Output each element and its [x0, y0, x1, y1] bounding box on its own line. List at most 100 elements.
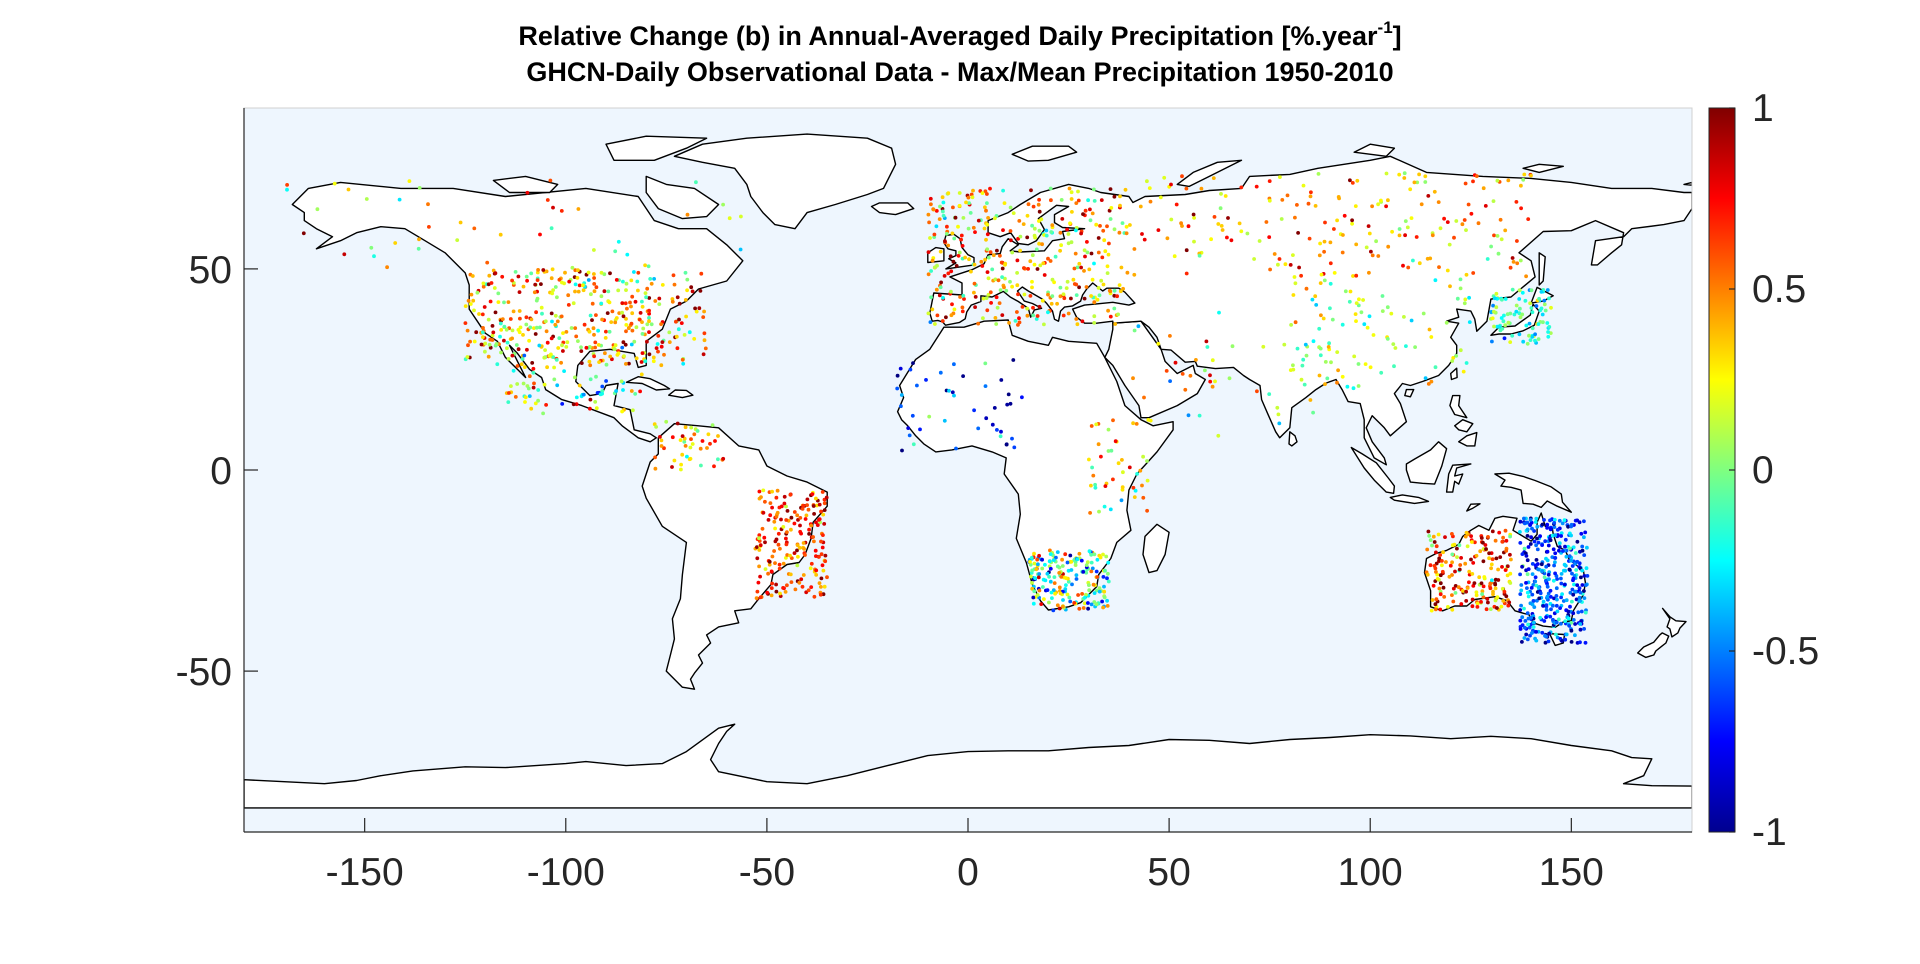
station-point [1291, 293, 1296, 297]
station-point [1131, 376, 1135, 381]
station-point [1435, 577, 1440, 581]
station-point [633, 392, 638, 396]
station-point [765, 590, 770, 595]
station-point [285, 187, 289, 192]
station-point [1379, 370, 1384, 375]
station-point [1032, 262, 1037, 267]
station-point [667, 340, 672, 344]
station-point [1245, 231, 1250, 236]
station-point [1366, 224, 1371, 229]
station-point [777, 562, 782, 567]
station-point [1095, 297, 1100, 302]
station-point [938, 370, 943, 375]
station-point [1438, 553, 1443, 557]
station-point [385, 265, 389, 270]
station-point [823, 559, 828, 564]
station-point [490, 324, 495, 328]
station-point [1578, 549, 1582, 554]
station-point [820, 563, 825, 568]
station-point [1267, 392, 1272, 396]
station-point [1096, 286, 1101, 290]
landmass-philippines-mindanao [1458, 431, 1478, 447]
station-point [774, 495, 779, 500]
station-point [1074, 317, 1079, 321]
station-point [1455, 296, 1460, 301]
station-point [1350, 221, 1354, 226]
station-point [1483, 204, 1488, 208]
station-point [1091, 582, 1096, 587]
station-point [1173, 360, 1178, 365]
station-point [1318, 281, 1323, 285]
station-point [1052, 575, 1057, 579]
station-point [760, 526, 765, 531]
station-point [1534, 558, 1539, 562]
station-point [1030, 285, 1034, 290]
station-point [499, 350, 503, 355]
station-point [946, 271, 951, 276]
station-point [819, 509, 823, 514]
station-point [688, 445, 693, 450]
station-point [1351, 274, 1355, 278]
station-point [1034, 247, 1039, 252]
station-point [1454, 219, 1459, 223]
station-point [1134, 422, 1139, 426]
station-point [950, 302, 954, 307]
station-point [1276, 262, 1280, 267]
station-point [961, 374, 965, 378]
station-point [588, 406, 592, 411]
station-point [806, 588, 811, 593]
station-point [1508, 534, 1512, 539]
station-point [1414, 235, 1419, 239]
station-point [1119, 498, 1124, 503]
station-point [1049, 230, 1054, 234]
station-point [1313, 294, 1318, 299]
station-point [1092, 321, 1097, 325]
station-point [814, 496, 818, 501]
station-point [1573, 590, 1578, 594]
station-point [1075, 265, 1080, 270]
station-point [1518, 315, 1523, 320]
station-point [757, 533, 762, 538]
station-point [770, 581, 774, 586]
station-point [941, 200, 946, 205]
station-point [1430, 598, 1435, 602]
station-point [1455, 546, 1459, 551]
station-point [496, 291, 501, 296]
station-point [929, 202, 933, 207]
station-point [1040, 566, 1045, 571]
station-point [983, 205, 987, 210]
station-point [926, 212, 931, 217]
station-point [458, 220, 463, 225]
station-point [1118, 194, 1122, 199]
station-point [1087, 588, 1092, 593]
station-point [529, 406, 534, 411]
station-point [1006, 392, 1011, 397]
station-point [559, 314, 564, 319]
station-point [1022, 266, 1026, 270]
station-point [498, 334, 502, 339]
station-point [621, 279, 625, 284]
station-point [633, 299, 638, 304]
station-point [1156, 341, 1161, 346]
station-point [1487, 556, 1491, 561]
station-point [509, 384, 513, 388]
station-point [1321, 316, 1326, 321]
station-point [616, 239, 621, 244]
station-point [1582, 519, 1586, 524]
station-point [1141, 454, 1145, 459]
station-point [554, 358, 559, 362]
station-point [630, 311, 635, 316]
x-tick-label: 50 [1147, 851, 1190, 894]
station-point [643, 263, 647, 268]
station-point [1386, 198, 1390, 203]
station-point [968, 211, 973, 215]
station-point [1112, 293, 1117, 298]
station-point [949, 269, 954, 274]
station-point [971, 225, 976, 230]
station-point [643, 359, 648, 364]
station-point [1514, 309, 1519, 314]
station-point [629, 321, 634, 326]
station-point [1563, 619, 1568, 624]
station-point [796, 554, 800, 559]
station-point [930, 258, 935, 263]
